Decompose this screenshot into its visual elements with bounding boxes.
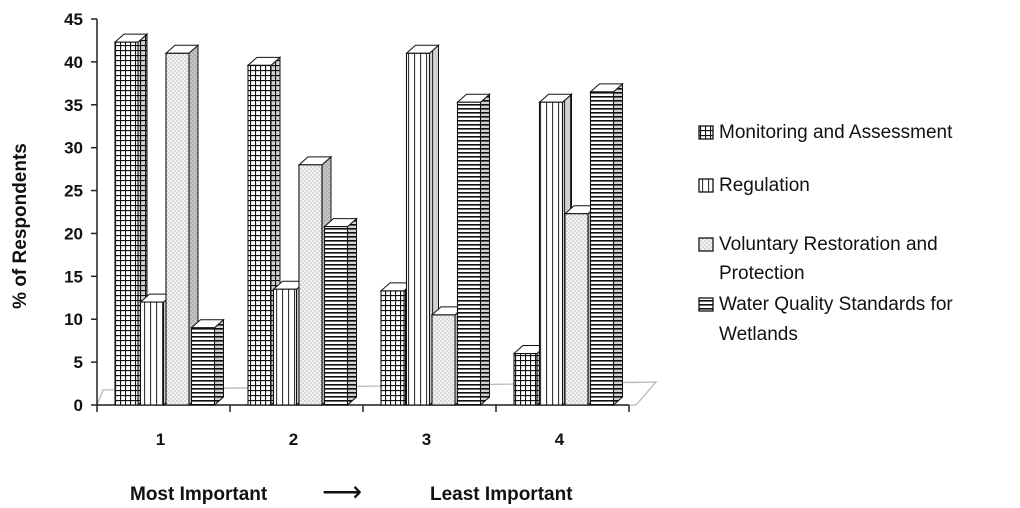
bar-side-shade bbox=[189, 45, 198, 406]
x-tick-label: 4 bbox=[555, 430, 565, 449]
bar-side-shade bbox=[214, 319, 224, 405]
bar-front-face bbox=[298, 164, 323, 406]
y-axis-title: % of Respondents bbox=[10, 143, 31, 309]
legend-item: Monitoring and Assessment bbox=[698, 122, 953, 143]
x-axis-label-least-important: Least Important bbox=[430, 484, 573, 505]
y-tick-label: 40 bbox=[64, 53, 83, 72]
x-axis-label-most-important: Most Important bbox=[130, 484, 268, 505]
bar-front-face bbox=[589, 91, 615, 406]
legend-swatch bbox=[698, 297, 714, 312]
bar-front-face bbox=[139, 301, 165, 406]
bar bbox=[190, 318, 225, 407]
legend-swatch bbox=[698, 125, 714, 140]
y-tick-label: 0 bbox=[74, 396, 83, 415]
bar-front-face bbox=[538, 101, 564, 406]
bar-front-face bbox=[190, 327, 216, 406]
legend-label: Water Quality Standards for bbox=[719, 294, 953, 315]
y-tick-label: 20 bbox=[64, 224, 83, 243]
bar-front-face bbox=[114, 41, 139, 406]
y-tick-label: 15 bbox=[64, 267, 83, 286]
legend-label: Monitoring and Assessment bbox=[719, 122, 953, 143]
bar bbox=[456, 93, 491, 407]
legend-item: Voluntary Restoration and Protection bbox=[698, 234, 938, 284]
legend-item: Water Quality Standards for Wetlands bbox=[698, 294, 953, 345]
legend-label: Protection bbox=[719, 263, 805, 284]
legend-swatch bbox=[698, 178, 714, 193]
bar-front-face bbox=[380, 290, 405, 406]
legend-label: Wetlands bbox=[719, 324, 798, 345]
bar bbox=[323, 217, 358, 407]
axes: 0 5 10 15 20 25 30 35 40 45 1 2 3 4 bbox=[64, 10, 630, 449]
x-tick-label: 1 bbox=[156, 430, 165, 449]
bar-front-face bbox=[405, 52, 431, 406]
y-tick-label: 25 bbox=[64, 182, 83, 201]
y-tick-label: 35 bbox=[64, 96, 83, 115]
bar-front-face bbox=[323, 226, 349, 406]
bar-front-face bbox=[564, 213, 589, 406]
legend-label: Regulation bbox=[719, 175, 810, 196]
bar-side-shade bbox=[480, 94, 490, 406]
legend: Monitoring and Assessment Regulation Volun… bbox=[698, 122, 953, 345]
bar-front-face bbox=[247, 64, 272, 406]
y-tick-label: 5 bbox=[74, 353, 83, 372]
x-tick-label: 3 bbox=[422, 430, 431, 449]
bars bbox=[113, 33, 624, 407]
bar-front-face bbox=[272, 288, 298, 406]
y-tick-label: 10 bbox=[64, 310, 83, 329]
legend-item: Regulation bbox=[698, 175, 810, 196]
bar-front-face bbox=[431, 314, 456, 406]
bar-front-face bbox=[513, 352, 538, 406]
bar bbox=[164, 44, 200, 407]
bar-side-shade bbox=[613, 83, 623, 406]
x-axis-arrow: ⟶ bbox=[322, 476, 362, 507]
bar-front-face bbox=[165, 52, 190, 406]
bar-front-face bbox=[456, 101, 482, 406]
bar-side-shade bbox=[347, 218, 357, 405]
y-tick-label: 45 bbox=[64, 10, 83, 29]
x-tick-label: 2 bbox=[289, 430, 298, 449]
bar bbox=[589, 82, 624, 407]
y-tick-label: 30 bbox=[64, 139, 83, 158]
legend-swatch bbox=[698, 237, 714, 252]
legend-label: Voluntary Restoration and bbox=[719, 234, 938, 255]
